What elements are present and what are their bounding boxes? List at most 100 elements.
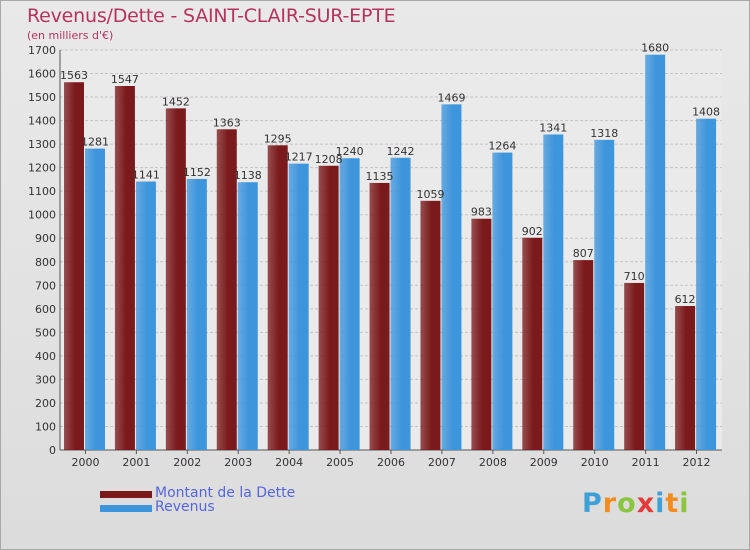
bar-dette [420,200,441,450]
bar-dette [216,129,237,450]
data-label-revenus: 1680 [641,42,669,55]
bar-dette [624,282,645,450]
data-label-dette: 1547 [111,73,139,86]
bar-dette [64,82,84,450]
y-tick-label: 1500 [28,91,56,104]
y-tick-label: 1300 [28,138,56,151]
data-label-revenus: 1469 [437,91,465,104]
bar-revenus [390,157,411,450]
legend-swatch-dette [100,491,152,498]
bar-revenus [339,158,360,450]
data-label-dette: 612 [675,293,696,306]
y-tick-label: 100 [35,420,56,433]
y-tick-label: 1100 [28,185,56,198]
logo-letter: i [679,488,690,519]
x-tick-label: 2008 [479,456,507,469]
data-label-dette: 807 [573,247,594,260]
y-axis: 0 100 200 300 400 500 600 700 800 900 1000 1100 1200… [28,44,722,457]
bar-revenus [492,152,513,450]
logo-letter: r [602,488,618,519]
bar-dette [522,237,543,450]
y-tick-label: 1700 [28,44,56,57]
legend-label-revenus: Revenus [155,499,215,515]
bar-revenus [543,134,564,450]
x-tick-label: 2002 [173,456,201,469]
data-label-revenus: 1341 [539,121,567,134]
x-tick-label: 2004 [275,456,303,469]
bar-dette [114,86,135,450]
bar-revenus [696,118,717,451]
logo-letter: o [617,488,637,519]
data-label-revenus: 1240 [336,145,364,158]
x-tick-label: 2007 [428,456,456,469]
bar-dette [267,145,288,450]
x-tick-label: 2006 [377,456,405,469]
data-label-dette: 1208 [315,153,343,166]
data-label-revenus: 1217 [285,151,313,164]
data-label-dette: 1452 [162,95,190,108]
x-tick-label: 2010 [581,456,609,469]
x-tick-label: 2009 [530,456,558,469]
logo-letter: P [582,488,603,519]
data-label-revenus: 1138 [234,169,262,182]
bar-revenus [645,54,666,451]
data-label-dette: 1059 [416,188,444,201]
logo-letter: t [665,488,680,519]
proxiti-logo: Proxiti [582,488,690,519]
y-tick-label: 0 [49,444,56,457]
chart-title: Revenus/Dette - SAINT-CLAIR-SUR-EPTE [27,5,396,27]
x-tick-label: 2000 [71,456,99,469]
bar-revenus [186,178,207,451]
data-label-revenus: 1281 [81,136,109,149]
y-tick-label: 1200 [28,162,56,175]
chart-subtitle: (en milliers d'€) [27,29,114,42]
bar-dette [165,108,186,451]
data-label-dette: 902 [522,225,543,238]
bar-dette [573,260,594,450]
y-tick-label: 700 [35,279,56,292]
data-label-revenus: 1318 [590,127,618,140]
bar-revenus [85,148,105,450]
y-tick-label: 600 [35,303,56,316]
data-label-dette: 1135 [366,170,394,183]
y-tick-label: 300 [35,373,56,386]
bar-dette [318,165,339,450]
bars [64,54,717,451]
bar-dette [369,182,390,451]
data-label-dette: 710 [624,270,645,283]
bar-revenus [441,104,462,451]
y-tick-label: 400 [35,350,56,363]
x-tick-label: 2012 [683,456,711,469]
x-axis: 2000 2001 2002 2003 2004 2005 2006 2007 2008 2009… [71,450,711,469]
bar-revenus [288,163,309,450]
y-tick-label: 800 [35,256,56,269]
bar-revenus [237,182,258,450]
y-tick-label: 1400 [28,115,56,128]
y-tick-label: 500 [35,326,56,339]
data-label-revenus: 1152 [183,166,211,179]
bar-revenus [594,139,615,450]
data-label-revenus: 1264 [488,140,516,153]
y-tick-label: 900 [35,232,56,245]
data-label-dette: 1363 [213,116,241,129]
logo-letter: x [636,488,656,519]
legend-label-dette: Montant de la Dette [155,485,296,501]
y-tick-label: 1000 [28,209,56,222]
x-tick-label: 2001 [122,456,150,469]
bar-revenus [135,181,156,450]
data-label-revenus: 1141 [132,169,160,182]
data-label-revenus: 1408 [692,106,720,119]
bar-dette [471,218,492,450]
x-tick-label: 2011 [632,456,660,469]
y-tick-label: 200 [35,397,56,410]
legend-swatch-revenus [100,505,152,512]
data-label-dette: 1563 [60,69,88,82]
logo-letter: i [655,488,666,519]
data-label-dette: 983 [471,206,492,219]
data-label-dette: 1295 [264,132,292,145]
data-label-revenus: 1242 [387,145,415,158]
x-tick-label: 2003 [224,456,252,469]
bar-dette [675,306,696,450]
data-labels: 1563 1281 1547 1141 1452 1152 1363 1138 1295 1217… [60,42,720,306]
